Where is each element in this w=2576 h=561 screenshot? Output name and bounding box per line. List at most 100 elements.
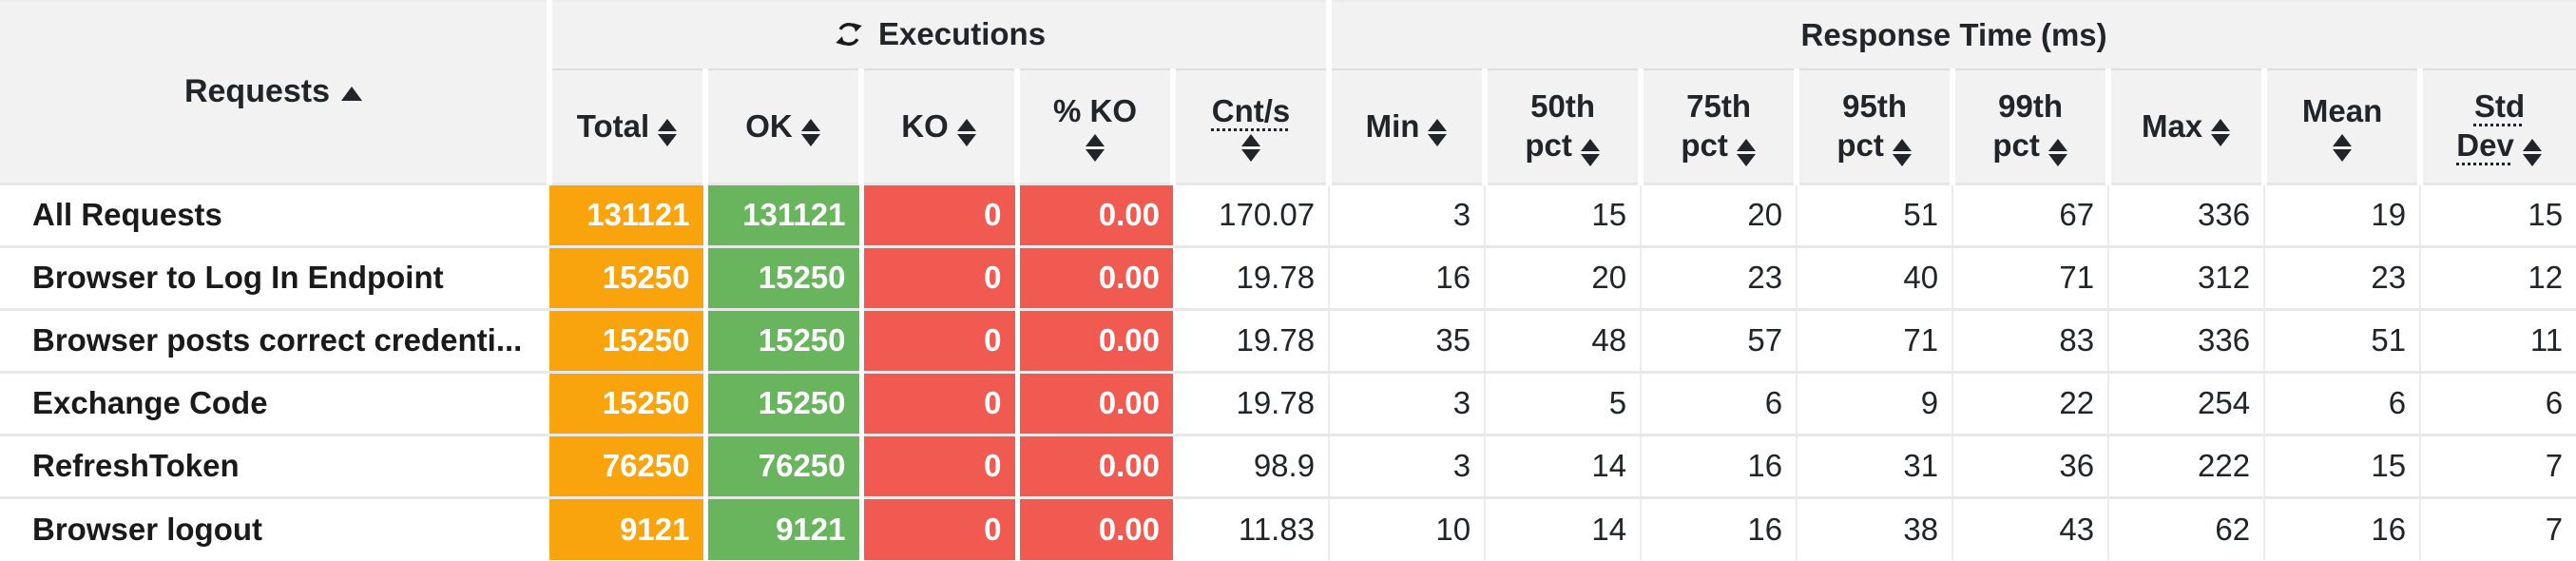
table-row: Browser logout 9121 9121 0 0.00 11.83 10… <box>0 495 2576 560</box>
ko-cell: 0 <box>858 433 1017 497</box>
pct50-cell: 48 <box>1484 307 1642 372</box>
pct-ko-cell: 0.00 <box>1014 307 1173 372</box>
pct75-cell: 57 <box>1640 307 1797 372</box>
pct75-cell: 23 <box>1640 244 1797 309</box>
max-cell: 254 <box>2107 370 2265 435</box>
sort-icon <box>1580 138 1601 166</box>
column-header-99th-pct[interactable]: 99th pct <box>1952 69 2112 184</box>
pct50-cell: 5 <box>1484 370 1642 435</box>
ok-cell: 131121 <box>702 182 861 246</box>
sort-icon <box>2210 118 2231 146</box>
pct95-cell: 40 <box>1796 244 1953 309</box>
ok-cell: 15250 <box>702 307 861 372</box>
mean-cell: 6 <box>2263 370 2421 435</box>
column-header-75th-pct[interactable]: 75th pct <box>1641 69 1800 184</box>
total-cell: 9121 <box>549 495 705 560</box>
min-cell: 16 <box>1328 244 1486 309</box>
requests-header-label: Requests <box>183 73 331 110</box>
ok-cell: 15250 <box>702 370 861 435</box>
max-cell: 336 <box>2107 307 2265 372</box>
ko-cell: 0 <box>858 495 1017 560</box>
pct95-cell: 71 <box>1796 307 1953 372</box>
pct75-cell: 16 <box>1640 495 1797 560</box>
executions-group-label: Executions <box>878 15 1047 51</box>
column-header-pct-ko[interactable]: % KO <box>1017 69 1176 184</box>
column-header-cnt-s[interactable]: Cnt/s <box>1173 69 1333 184</box>
column-header-min[interactable]: Min <box>1329 69 1489 184</box>
pct99-cell: 67 <box>1951 182 2109 246</box>
ko-cell: 0 <box>858 244 1017 309</box>
max-cell: 62 <box>2107 495 2265 560</box>
total-cell: 131121 <box>549 182 705 246</box>
refresh-icon <box>836 22 862 46</box>
request-name-cell[interactable]: RefreshToken <box>0 433 549 497</box>
sort-ascending-icon <box>341 86 363 101</box>
request-name-cell[interactable]: Browser to Log In Endpoint <box>0 244 549 309</box>
pct50-cell: 20 <box>1484 244 1642 309</box>
std-dev-cell: 6 <box>2419 370 2576 435</box>
pct-ko-cell: 0.00 <box>1014 433 1173 497</box>
cnt-s-cell: 98.9 <box>1173 433 1330 497</box>
column-header-95th-pct[interactable]: 95th pct <box>1797 69 1956 184</box>
total-cell: 15250 <box>549 370 705 435</box>
pct99-cell: 83 <box>1951 307 2109 372</box>
min-cell: 35 <box>1328 307 1486 372</box>
pct50-cell: 14 <box>1484 495 1642 560</box>
max-cell: 312 <box>2107 244 2265 309</box>
table-row: All Requests 131121 131121 0 0.00 170.07… <box>0 182 2576 246</box>
pct95-cell: 9 <box>1796 370 1953 435</box>
group-header-executions: Executions <box>549 1 1333 70</box>
ko-cell: 0 <box>858 182 1017 246</box>
mean-cell: 16 <box>2263 495 2421 560</box>
sort-icon <box>800 118 821 146</box>
pct50-cell: 14 <box>1484 433 1642 497</box>
ok-cell: 15250 <box>702 244 861 309</box>
mean-cell: 15 <box>2263 433 2421 497</box>
column-header-ok[interactable]: OK <box>705 69 864 184</box>
std-dev-cell: 11 <box>2419 307 2576 372</box>
total-cell: 15250 <box>549 307 705 372</box>
sort-icon <box>1240 133 1261 162</box>
column-header-50th-pct[interactable]: 50th pct <box>1485 69 1644 184</box>
column-header-ko[interactable]: KO <box>861 69 1020 184</box>
column-header-mean[interactable]: Mean <box>2264 69 2424 184</box>
pct75-cell: 6 <box>1640 370 1797 435</box>
total-cell: 15250 <box>549 244 705 309</box>
cnt-s-cell: 19.78 <box>1173 370 1330 435</box>
std-dev-cell: 7 <box>2419 433 2576 497</box>
cnt-s-cell: 11.83 <box>1173 495 1330 560</box>
sort-icon <box>2047 138 2068 166</box>
mean-cell: 51 <box>2263 307 2421 372</box>
max-cell: 336 <box>2107 182 2265 246</box>
request-name-cell[interactable]: All Requests <box>0 182 549 246</box>
pct50-cell: 15 <box>1484 182 1642 246</box>
cnt-s-cell: 19.78 <box>1173 244 1330 309</box>
max-cell: 222 <box>2107 433 2265 497</box>
table-row: RefreshToken 76250 76250 0 0.00 98.9 3 1… <box>0 433 2576 497</box>
total-cell: 76250 <box>549 433 705 497</box>
column-header-total[interactable]: Total <box>549 69 708 184</box>
min-cell: 3 <box>1328 182 1486 246</box>
pct99-cell: 22 <box>1951 370 2109 435</box>
pct-ko-cell: 0.00 <box>1014 244 1173 309</box>
ko-cell: 0 <box>858 307 1017 372</box>
column-header-std-dev[interactable]: Std Dev <box>2420 69 2576 184</box>
pct-ko-cell: 0.00 <box>1014 495 1173 560</box>
pct95-cell: 31 <box>1796 433 1953 497</box>
request-name-cell[interactable]: Exchange Code <box>0 370 549 435</box>
request-name-cell[interactable]: Browser posts correct credenti... <box>0 307 549 372</box>
std-dev-cell: 7 <box>2419 495 2576 560</box>
mean-cell: 23 <box>2263 244 2421 309</box>
request-name-cell[interactable]: Browser logout <box>0 495 549 560</box>
table-row: Exchange Code 15250 15250 0 0.00 19.78 3… <box>0 370 2576 435</box>
sort-icon <box>657 118 678 146</box>
sort-icon <box>1736 138 1757 166</box>
pct99-cell: 36 <box>1951 433 2109 497</box>
column-header-requests[interactable]: Requests <box>0 1 552 184</box>
sort-icon <box>1427 118 1448 146</box>
column-header-max[interactable]: Max <box>2108 69 2268 184</box>
group-header-response-time: Response Time (ms) <box>1329 1 2576 70</box>
pct75-cell: 20 <box>1640 182 1797 246</box>
pct95-cell: 51 <box>1796 182 1953 246</box>
